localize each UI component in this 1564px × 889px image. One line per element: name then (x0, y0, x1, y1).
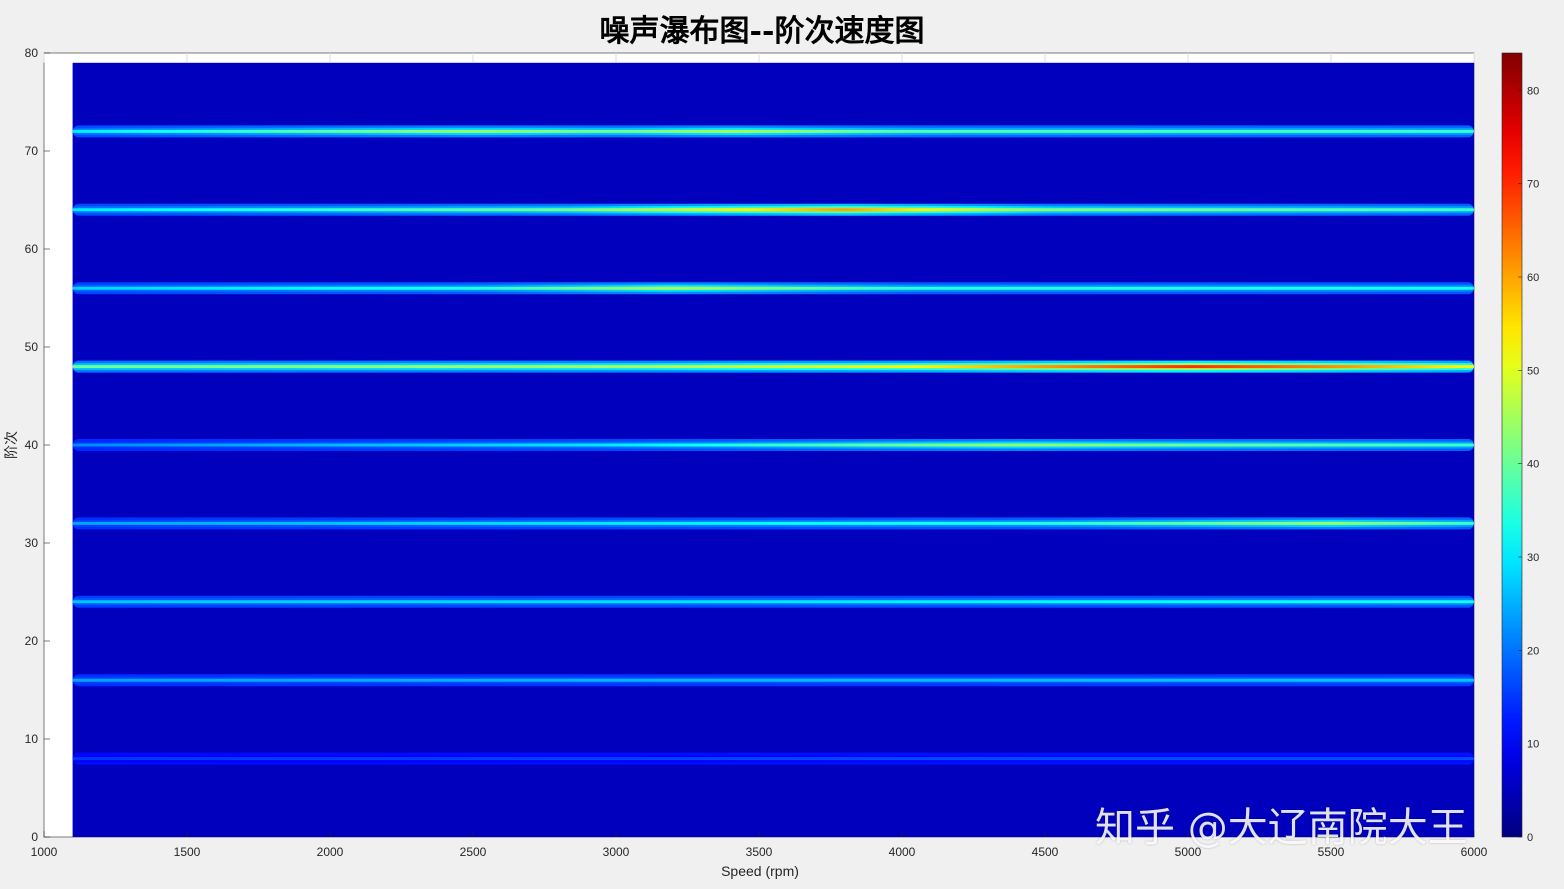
x-axis-ticks: 1000 1500 2000 2500 3000 3500 4000 4500 5000 5500… (31, 831, 1488, 859)
colorbar-tick-label: 80 (1527, 85, 1539, 97)
order-band-40 (72, 443, 1475, 447)
y-axis-label: 阶次 (3, 431, 19, 459)
y-axis-ticks: 0 10 20 30 40 50 60 70 80 (25, 46, 50, 844)
x-tick-label: 3000 (603, 845, 630, 859)
y-tick-label: 0 (31, 830, 38, 844)
x-tick-label: 4500 (1032, 845, 1059, 859)
order-band-16 (72, 678, 1475, 682)
colorbar-tick-label: 70 (1527, 179, 1539, 191)
order-band-24 (72, 600, 1475, 604)
x-tick-label: 5000 (1175, 845, 1202, 859)
colorbar-ticks: 0 10 20 30 40 50 60 70 80 (1518, 85, 1539, 844)
y-tick-label: 60 (25, 242, 39, 256)
colorbar-tick-label: 40 (1527, 459, 1539, 471)
colorbar (1501, 52, 1523, 838)
y-tick-label: 70 (25, 144, 39, 158)
y-tick-label: 80 (25, 46, 39, 60)
chart-title: 噪声瀑布图--阶次速度图 (599, 14, 925, 49)
colorbar-tick-label: 10 (1527, 739, 1539, 751)
order-band-72 (72, 129, 1475, 133)
order-band-48 (72, 365, 1475, 369)
y-tick-label: 30 (25, 536, 39, 550)
x-tick-label: 4000 (889, 845, 916, 859)
x-tick-label: 1000 (31, 845, 58, 859)
colorbar-tick-label: 30 (1527, 552, 1539, 564)
x-tick-label: 3500 (746, 845, 773, 859)
colorbar-tick-label: 50 (1527, 365, 1539, 377)
y-tick-label: 10 (25, 732, 39, 746)
x-tick-label: 2500 (460, 845, 487, 859)
x-axis-label: Speed (rpm) (721, 863, 799, 879)
order-band-64 (72, 208, 1475, 212)
watermark: 知乎 @大辽南院大王 (1095, 805, 1468, 851)
grid-lines (43, 53, 1475, 63)
y-tick-label: 40 (25, 438, 39, 452)
x-tick-label: 2000 (317, 845, 344, 859)
heatmap-bands (72, 125, 1475, 765)
y-tick-label: 50 (25, 340, 39, 354)
order-band-8 (72, 757, 1475, 761)
order-band-56 (72, 286, 1475, 290)
y-tick-label: 20 (25, 634, 39, 648)
x-tick-label: 5500 (1318, 845, 1345, 859)
x-tick-label: 1500 (174, 845, 201, 859)
x-tick-label: 6000 (1461, 845, 1488, 859)
colorbar-tick-label: 60 (1527, 272, 1539, 284)
order-band-32 (72, 521, 1475, 525)
colorbar-tick-label: 0 (1527, 832, 1533, 844)
colorbar-tick-label: 20 (1527, 645, 1539, 657)
